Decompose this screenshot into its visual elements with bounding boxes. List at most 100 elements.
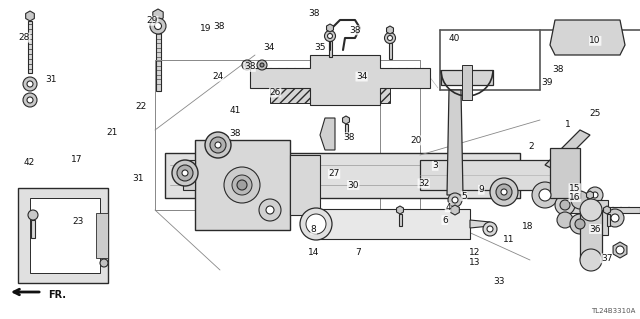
Bar [28,21,32,73]
Text: 6: 6 [442,216,447,225]
Bar [580,210,602,260]
Text: 32: 32 [418,179,429,188]
Text: 34: 34 [263,43,275,52]
Text: TL24B3310A: TL24B3310A [591,308,635,314]
Circle shape [328,33,333,39]
Bar [31,220,35,238]
Polygon shape [613,242,627,258]
Circle shape [575,219,585,229]
Polygon shape [604,206,611,214]
Circle shape [100,259,108,267]
Text: 38: 38 [213,22,225,31]
Circle shape [539,189,551,201]
Text: 38: 38 [343,133,355,142]
Polygon shape [30,198,100,273]
Circle shape [306,214,326,234]
Circle shape [496,184,512,200]
Text: 17: 17 [71,155,83,164]
Circle shape [385,33,396,43]
Text: 28: 28 [19,33,30,42]
Text: 38: 38 [244,63,255,71]
Polygon shape [320,118,335,150]
Circle shape [387,35,392,41]
Circle shape [560,200,570,210]
Text: 10: 10 [589,36,601,45]
Text: 35: 35 [314,43,326,52]
Polygon shape [397,206,403,214]
Text: 9: 9 [479,185,484,194]
Text: 22: 22 [135,102,147,111]
Text: 4: 4 [445,203,451,212]
Text: 7: 7 [356,248,361,256]
Polygon shape [447,90,463,195]
Polygon shape [470,220,490,228]
Text: 24: 24 [212,72,223,81]
Circle shape [224,167,260,203]
Text: 1: 1 [566,120,571,129]
Circle shape [580,199,602,221]
Circle shape [232,175,252,195]
Text: 42: 42 [23,158,35,167]
Text: 41: 41 [230,106,241,115]
Circle shape [324,31,335,41]
Circle shape [592,192,598,198]
Bar [270,85,390,103]
Circle shape [300,208,332,240]
Text: 38: 38 [552,65,564,74]
Circle shape [27,97,33,103]
Bar [590,200,608,235]
Circle shape [260,63,264,67]
Text: 37: 37 [601,254,612,263]
Polygon shape [545,130,590,170]
Bar [388,43,392,59]
Circle shape [571,191,589,209]
Circle shape [172,160,198,186]
Circle shape [23,93,37,107]
Circle shape [242,60,252,70]
Bar [399,214,401,226]
Bar [316,209,470,239]
Text: 20: 20 [410,136,422,145]
Bar [589,199,591,213]
Circle shape [557,212,573,228]
Polygon shape [290,155,320,215]
Polygon shape [96,213,108,258]
Bar [420,160,570,190]
Bar [441,70,493,85]
Text: 15: 15 [569,184,580,193]
Circle shape [555,195,575,215]
Text: 5: 5 [461,192,467,201]
Bar [156,31,161,91]
Text: 29: 29 [147,16,158,25]
Text: 12: 12 [469,248,481,256]
Text: 40: 40 [449,34,460,43]
Polygon shape [387,26,394,34]
Text: 3: 3 [433,161,438,170]
Text: 21: 21 [106,128,118,137]
Circle shape [182,170,188,176]
Text: 14: 14 [308,248,319,256]
Circle shape [259,199,281,221]
Polygon shape [26,11,35,21]
Circle shape [611,214,619,222]
Polygon shape [451,205,460,215]
Circle shape [237,180,247,190]
Text: 13: 13 [469,258,481,267]
Bar [462,65,472,100]
Text: 33: 33 [493,277,505,286]
Circle shape [452,197,458,203]
Circle shape [616,246,624,254]
Text: 39: 39 [541,78,553,87]
Circle shape [501,189,507,195]
Circle shape [606,209,624,227]
Text: 38: 38 [230,130,241,138]
Text: 30: 30 [348,181,359,189]
Bar [344,124,348,136]
Text: FR.: FR. [48,290,66,300]
Polygon shape [195,140,290,230]
Circle shape [483,222,497,236]
Circle shape [586,215,604,233]
Text: 34: 34 [356,72,367,81]
Bar [607,214,610,226]
Circle shape [182,168,196,182]
